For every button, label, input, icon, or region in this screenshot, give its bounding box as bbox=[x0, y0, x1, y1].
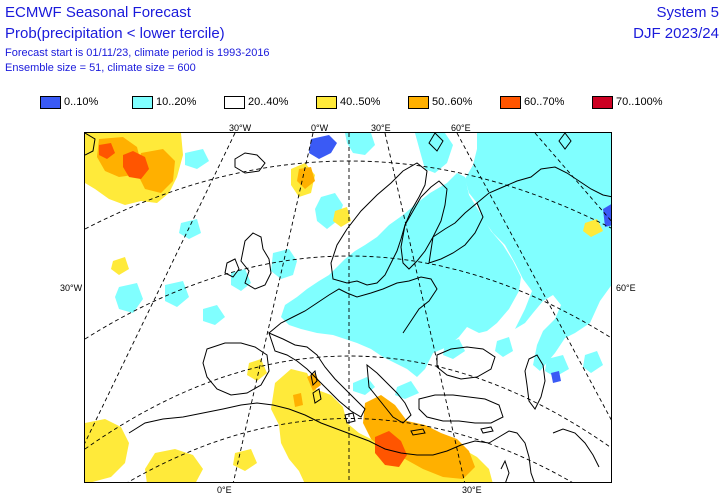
legend-item: 70..100% bbox=[592, 94, 662, 110]
legend-label: 70..100% bbox=[616, 96, 663, 108]
coastlines bbox=[85, 133, 611, 482]
red-regions bbox=[99, 143, 407, 467]
season-label: DJF 2023/24 bbox=[633, 25, 719, 42]
map-subtitle: Prob(precipitation < lower tercile) bbox=[5, 25, 225, 42]
graticule bbox=[85, 133, 611, 482]
legend-label: 0..10% bbox=[64, 96, 99, 108]
cyan-regions bbox=[115, 133, 611, 399]
legend-item: 20..40% bbox=[224, 94, 288, 110]
gridlabel-top-60e: 60°E bbox=[451, 123, 471, 133]
gridlabel-bottom-0e: 0°E bbox=[217, 485, 232, 495]
gridlabel-right-60e: 60°E bbox=[616, 283, 636, 293]
legend-swatch bbox=[224, 95, 245, 109]
forecast-map bbox=[85, 133, 611, 482]
legend-swatch bbox=[40, 95, 61, 109]
forecast-info: Forecast start is 01/11/23, climate peri… bbox=[5, 47, 270, 59]
gridlabel-top-30e: 30°E bbox=[371, 123, 391, 133]
legend-swatch bbox=[500, 95, 521, 109]
legend-label: 20..40% bbox=[248, 96, 289, 108]
legend-swatch bbox=[408, 95, 429, 109]
gridlabel-left-30w: 30°W bbox=[60, 283, 83, 293]
legend-label: 40..50% bbox=[340, 96, 381, 108]
gridlabel-top-30w: 30°W bbox=[229, 123, 252, 133]
legend-item: 50..60% bbox=[408, 94, 472, 110]
legend-item: 40..50% bbox=[316, 94, 380, 110]
legend: 0..10% 10..20% 20..40% 40..50% 50..60% 6… bbox=[40, 94, 680, 112]
map-panel bbox=[84, 132, 612, 483]
legend-item: 0..10% bbox=[40, 94, 98, 110]
legend-swatch bbox=[592, 95, 613, 109]
map-title: ECMWF Seasonal Forecast bbox=[5, 4, 191, 21]
legend-item: 10..20% bbox=[132, 94, 196, 110]
legend-item: 60..70% bbox=[500, 94, 564, 110]
legend-label: 10..20% bbox=[156, 96, 197, 108]
system-label: System 5 bbox=[656, 4, 719, 21]
legend-swatch bbox=[132, 95, 153, 109]
legend-label: 50..60% bbox=[432, 96, 473, 108]
gridlabel-bottom-30e: 30°E bbox=[462, 485, 482, 495]
ensemble-info: Ensemble size = 51, climate size = 600 bbox=[5, 62, 196, 74]
blue-regions bbox=[309, 135, 611, 383]
gridlabel-top-0w: 0°W bbox=[311, 123, 329, 133]
legend-swatch bbox=[316, 95, 337, 109]
legend-label: 60..70% bbox=[524, 96, 565, 108]
